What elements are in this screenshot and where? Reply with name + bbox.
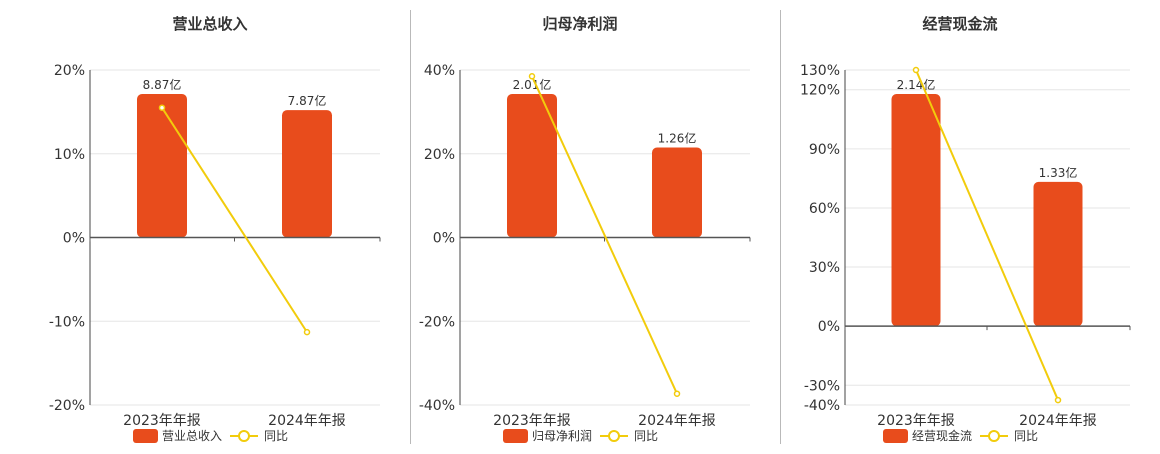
legend-line-marker [608,430,620,442]
bar [282,110,332,238]
chart-panel: 经营现金流 130% 120% 90% 60% 30% 0% -30% -40% 2.14亿 1.3… [800,15,1131,443]
legend-bar-label: 经营现金流 [912,428,972,443]
legend-bar-swatch [503,429,528,443]
bar [652,147,702,238]
y-tick-label: 10% [54,147,85,163]
x-tick-label: 2023年年报 [493,413,571,429]
bar-value-label: 7.87亿 [288,93,327,108]
bar-value-label: 8.87亿 [143,77,182,92]
chart-title: 营业总收入 [172,15,247,33]
y-tick-label: 30% [809,260,840,276]
y-tick-label: 40% [424,63,455,79]
bar-value-label: 2.14亿 [897,77,936,92]
panel-divider [410,10,411,444]
legend-line-marker [238,430,250,442]
y-tick-label: -20% [49,398,85,414]
yoy-point [1054,396,1062,404]
y-tick-label: -10% [49,314,85,330]
legend-line-label: 同比 [634,429,658,443]
chart-title: 经营现金流 [922,15,997,33]
x-tick-label: 2024年年报 [268,413,346,429]
yoy-line [531,75,678,395]
y-tick-label: 0% [433,231,455,247]
y-tick-label: 60% [809,201,840,217]
x-tick-label: 2023年年报 [877,413,955,429]
y-tick-label: 20% [424,147,455,163]
y-tick-label: 90% [809,142,840,158]
x-tick-label: 2023年年报 [123,413,201,429]
bar [891,94,941,327]
y-tick-label: 120% [800,83,840,99]
y-tick-label: 130% [800,63,840,79]
y-tick-label: -30% [804,378,840,394]
y-tick-label: 0% [818,319,840,335]
panel-divider [780,10,781,444]
yoy-line [161,107,308,333]
x-tick-label: 2024年年报 [638,413,716,429]
y-tick-label: -40% [419,398,455,414]
legend-bar-swatch [133,429,158,443]
yoy-point [528,73,536,80]
legend-bar-label: 归母净利润 [532,429,592,443]
chart-panel: 营业总收入 20% 10% 0% -10% -20% 8.87亿 7.87亿 2023年年报 20… [49,15,381,443]
legend-line-label: 同比 [1014,429,1038,443]
bar-value-label: 1.33亿 [1039,165,1078,180]
chart-panel: 归母净利润 40% 20% 0% -20% -40% 2.01亿 1.26亿 2023年年报 20… [419,15,751,443]
yoy-point [158,104,166,111]
chart-title: 归母净利润 [542,15,617,33]
legend-line-label: 同比 [264,429,288,443]
y-tick-label: -40% [804,398,840,414]
y-tick-label: 20% [54,63,85,79]
bar-value-label: 1.26亿 [658,131,697,146]
legend-bar-label: 营业总收入 [162,429,222,443]
yoy-point [303,328,311,336]
legend-bar-swatch [883,429,908,443]
y-tick-label: -20% [419,314,455,330]
bar [1033,181,1083,327]
yoy-point [673,390,681,397]
x-tick-label: 2024年年报 [1019,413,1097,429]
y-tick-label: 0% [63,231,85,247]
yoy-point [912,66,920,74]
yoy-line [915,69,1059,401]
bar-value-label: 2.01亿 [513,77,552,92]
bar [137,94,187,238]
legend-line-marker [988,430,1000,442]
bar [507,94,557,238]
